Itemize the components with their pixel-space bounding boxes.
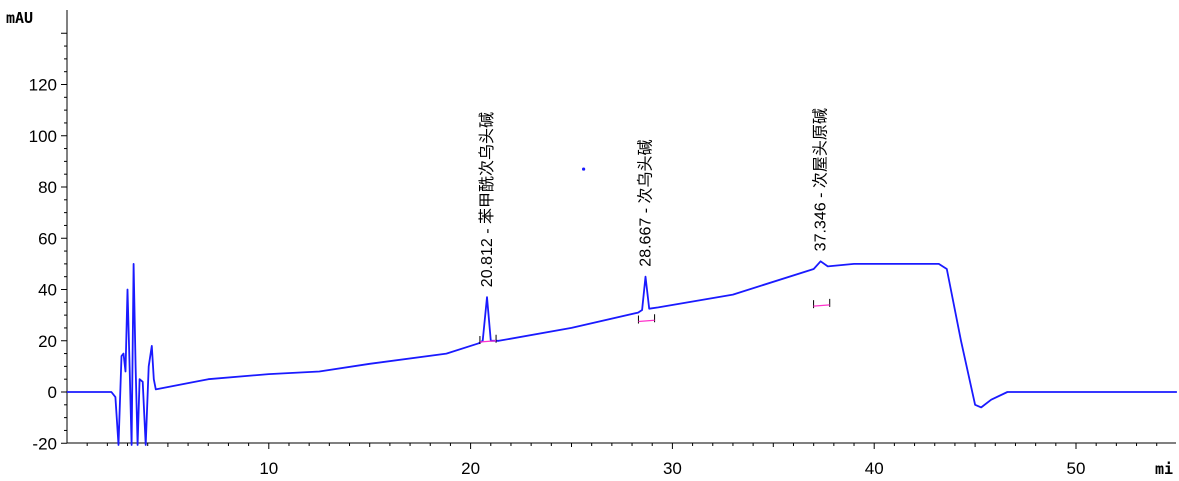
peak-label: 20.812 - 苯甲酰次乌头碱 bbox=[478, 112, 496, 287]
peak-baseline bbox=[813, 304, 830, 307]
plot-area bbox=[67, 167, 1177, 446]
y-tick-label: 60 bbox=[38, 229, 57, 248]
axes bbox=[66, 10, 1176, 444]
peak-baseline bbox=[638, 319, 655, 323]
x-axis-unit: mi bbox=[1155, 460, 1173, 478]
x-tick-label: 20 bbox=[461, 459, 480, 478]
y-tick-label: -20 bbox=[32, 434, 57, 453]
y-tick-label: 80 bbox=[38, 178, 57, 197]
y-axis-unit: mAU bbox=[6, 9, 33, 27]
x-tick-label: 10 bbox=[259, 459, 278, 478]
y-tick-label: 0 bbox=[48, 383, 57, 402]
y-tick-label: 40 bbox=[38, 281, 57, 300]
signal-trace bbox=[67, 260, 1177, 446]
y-tick-label: 20 bbox=[38, 332, 57, 351]
peak-label: 37.346 - 次屋头原碱 bbox=[812, 108, 830, 251]
x-tick-label: 50 bbox=[1067, 459, 1086, 478]
axis-ticks: -20 0 20 40 60 80 100 120 10 20 30 40 50 bbox=[29, 32, 1158, 478]
peak-baseline bbox=[479, 340, 497, 343]
x-tick-label: 40 bbox=[865, 459, 884, 478]
peak-labels: 20.812 - 苯甲酰次乌头碱 28.667 - 次乌头碱 37.346 - 次屋… bbox=[478, 108, 830, 287]
peak-label: 28.667 - 次乌头碱 bbox=[637, 140, 655, 267]
y-tick-label: 120 bbox=[29, 76, 57, 95]
y-tick-label: 100 bbox=[29, 127, 57, 146]
data-point bbox=[582, 167, 586, 171]
x-tick-label: 30 bbox=[663, 459, 682, 478]
